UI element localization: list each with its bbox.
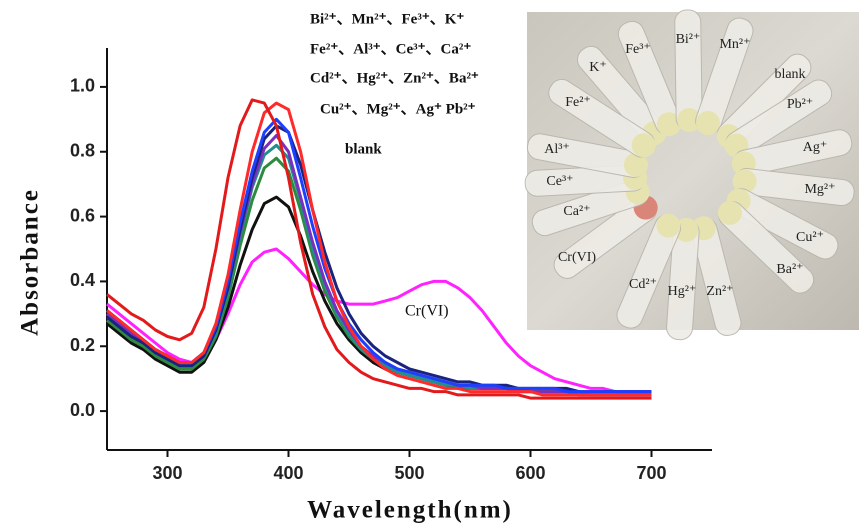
y-tick-label: 0.8 <box>70 140 95 160</box>
annotation: Fe²⁺、Al³⁺、Ce³⁺、Ca²⁺ <box>310 41 471 57</box>
x-tick-label: 300 <box>152 463 182 483</box>
y-tick-label: 0.6 <box>70 205 95 225</box>
tube <box>732 168 855 207</box>
inset-label: Zn²⁺ <box>706 284 733 299</box>
inset-label: blank <box>774 67 805 82</box>
tube <box>717 200 815 294</box>
plot-area: 0.0 0.2 0.4 0.6 0.8 1.0 300 400 500 600 700 Cr(VI) <box>70 48 712 483</box>
tube <box>674 9 703 133</box>
x-tick-label: 700 <box>636 463 666 483</box>
inset-label: Cd²⁺ <box>629 277 657 292</box>
y-axis-title: Absorbance <box>17 188 44 336</box>
inset-label: K⁺ <box>589 60 607 75</box>
inset-label: Cr(VI) <box>558 250 596 265</box>
tube <box>526 133 648 178</box>
series-line <box>106 124 652 394</box>
x-axis-title: Wavelength(nm) <box>307 497 513 524</box>
annotation: Bi²⁺、Mn²⁺、Fe³⁺、K⁺ <box>310 11 464 27</box>
inset-label: Mg²⁺ <box>804 182 835 197</box>
inset-label: Ca²⁺ <box>563 204 590 219</box>
y-tick-label: 0.0 <box>70 400 95 420</box>
inset-label: Hg²⁺ <box>668 284 697 299</box>
tube-liquid <box>656 112 681 137</box>
annotation: Cu²⁺、Mg²⁺、Ag⁺ Pb²⁺ <box>320 101 476 117</box>
inset-label: Fe³⁺ <box>625 42 651 57</box>
tube-liquid <box>732 169 757 194</box>
tube-liquid <box>677 108 702 133</box>
inset-label: Fe²⁺ <box>565 95 591 110</box>
y-tick-label: 1.0 <box>70 76 95 96</box>
inset-label: Ba²⁺ <box>776 262 803 277</box>
x-tick-label: 500 <box>394 463 424 483</box>
tube <box>616 213 682 329</box>
tube-liquid <box>623 152 648 177</box>
y-tick-label: 0.2 <box>70 335 95 355</box>
tube <box>666 217 700 341</box>
annotation: Cd²⁺、Hg²⁺、Zn²⁺、Ba²⁺ <box>310 70 479 86</box>
tube-liquid <box>695 111 720 136</box>
series-line <box>106 98 652 400</box>
x-tick-label: 400 <box>273 463 303 483</box>
inset-photo: K⁺ Fe³⁺ Bi²⁺ Mn²⁺ blank Pb²⁺ Ag⁺ Mg²⁺ Cu²⁺ Ba²⁺ Zn… <box>524 9 859 341</box>
tube <box>695 17 754 136</box>
tube-liquid <box>717 200 742 225</box>
tube <box>617 20 682 137</box>
tube-liquid <box>631 133 656 158</box>
inset-label: Bi²⁺ <box>676 32 701 47</box>
inset-label: Cu²⁺ <box>796 230 824 245</box>
annotation: blank <box>345 141 382 157</box>
x-tick-label: 600 <box>515 463 545 483</box>
inset-label: Pb²⁺ <box>787 97 813 112</box>
inset-label: Al³⁺ <box>544 142 570 157</box>
y-tick-label: 0.4 <box>70 270 95 290</box>
inset-label: Mn²⁺ <box>719 37 750 52</box>
inset-label: Ag⁺ <box>803 140 828 155</box>
tube <box>548 78 656 158</box>
inset-label: Ce³⁺ <box>546 174 573 189</box>
series-line <box>106 101 652 397</box>
series-label: Cr(VI) <box>405 303 449 320</box>
tube-liquid <box>656 213 681 238</box>
